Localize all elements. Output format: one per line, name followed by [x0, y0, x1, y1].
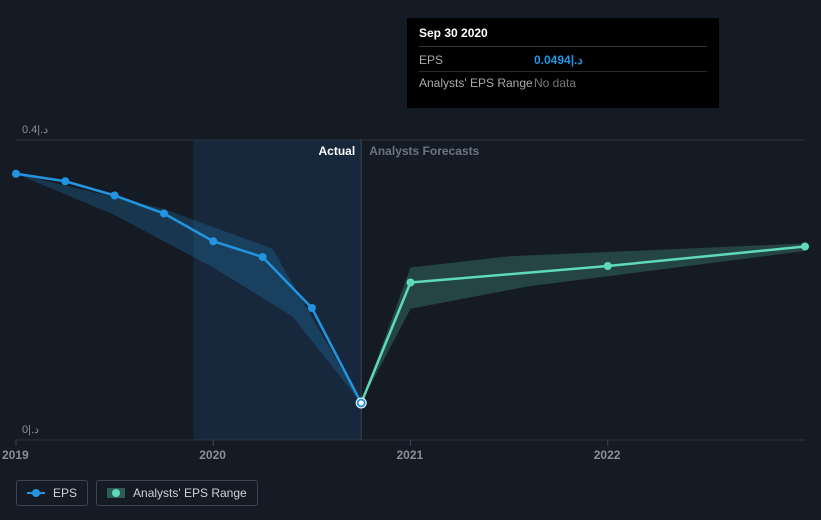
tooltip-value-nodata: No data [534, 76, 576, 90]
tooltip-label: Analysts' EPS Range [419, 76, 534, 90]
tooltip-value-eps: 0.0494|.د [534, 53, 583, 67]
legend-label: EPS [53, 486, 77, 500]
tooltip-row-range: Analysts' EPS Range No data [419, 71, 707, 92]
legend-swatch-range [107, 489, 125, 497]
tooltip-label: EPS [419, 53, 534, 67]
legend-swatch-eps [27, 489, 45, 497]
x-tick-label: 2019 [2, 448, 29, 462]
y-tick-label: 0.4|.د [22, 123, 48, 136]
legend-item-eps[interactable]: EPS [16, 480, 88, 506]
eps-chart: 0.4|.د 0|.د 2019 2020 2021 2022 Actual A… [0, 0, 821, 520]
chart-legend: EPS Analysts' EPS Range [16, 480, 258, 506]
x-tick-label: 2020 [199, 448, 226, 462]
x-tick-label: 2021 [397, 448, 424, 462]
tooltip-row-eps: EPS 0.0494|.د [419, 51, 707, 69]
x-tick-label: 2022 [594, 448, 621, 462]
region-label-actual: Actual [319, 144, 356, 158]
y-tick-label: 0|.د [22, 423, 39, 436]
legend-item-range[interactable]: Analysts' EPS Range [96, 480, 258, 506]
region-label-forecast: Analysts Forecasts [369, 144, 479, 158]
tooltip-date: Sep 30 2020 [419, 26, 707, 47]
legend-label: Analysts' EPS Range [133, 486, 247, 500]
chart-tooltip: Sep 30 2020 EPS 0.0494|.د Analysts' EPS … [407, 18, 719, 108]
